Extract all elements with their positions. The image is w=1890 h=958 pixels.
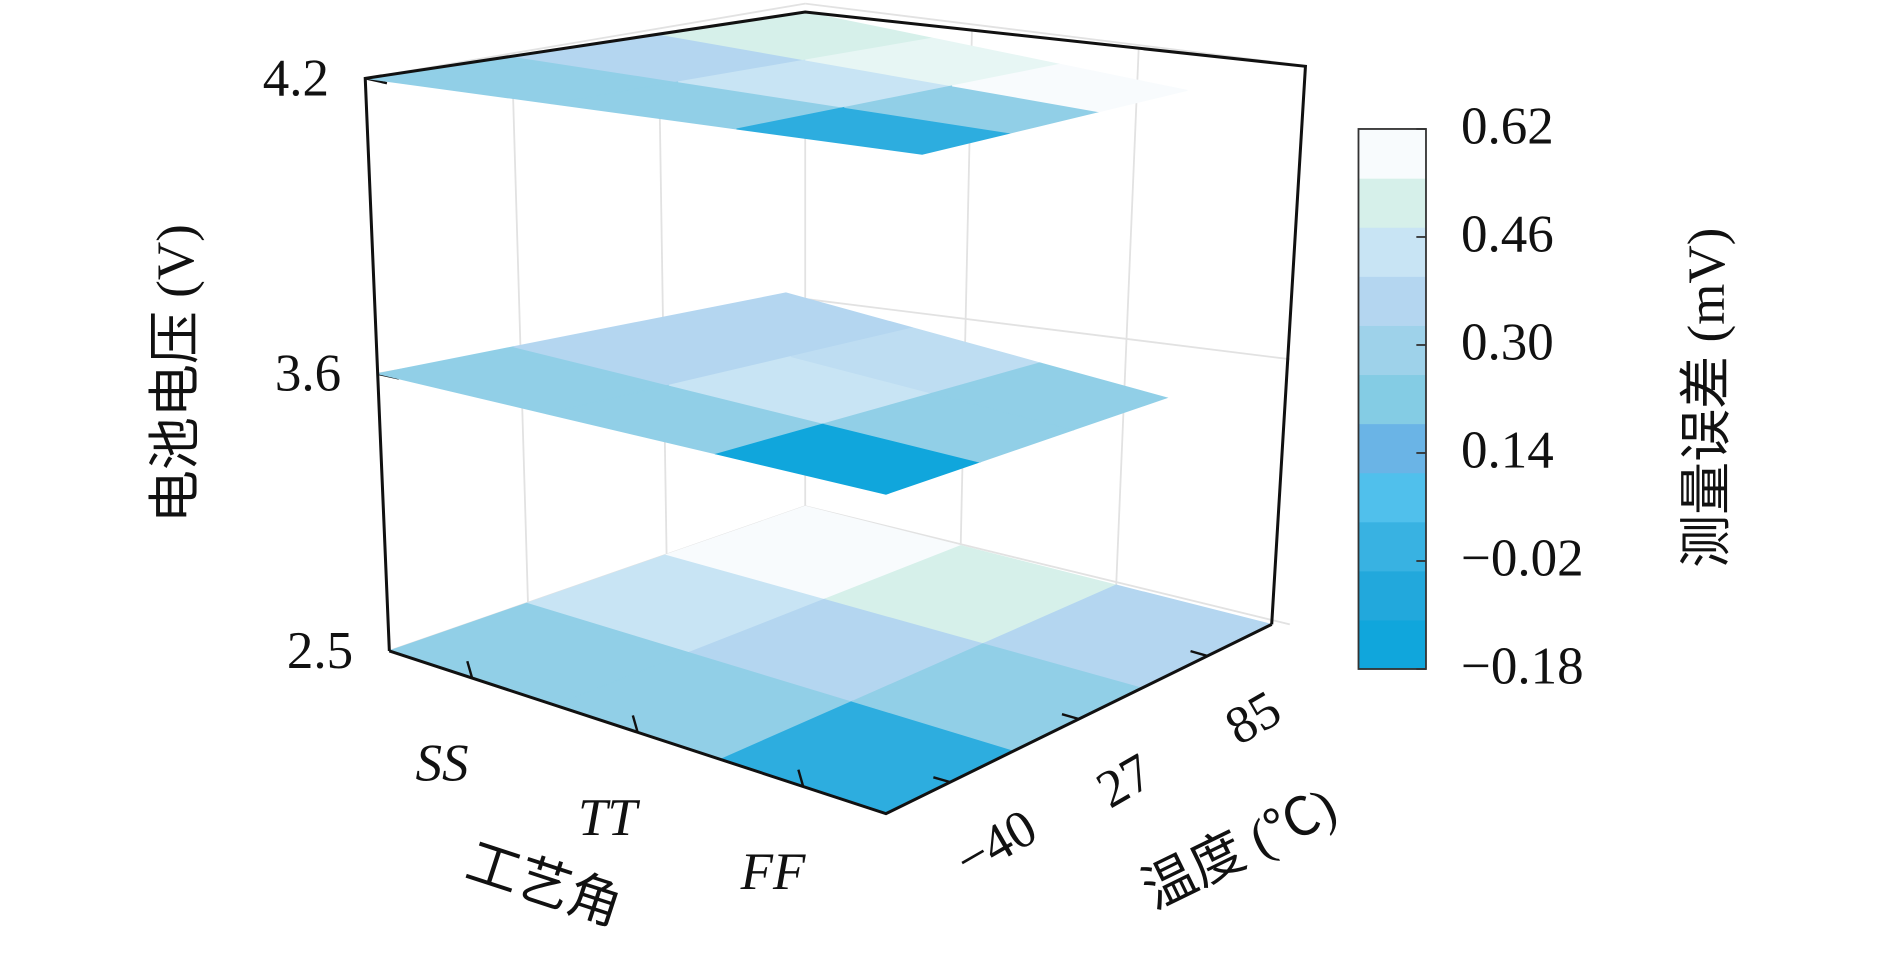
colorbar-band (1358, 619, 1426, 670)
slice-cell (952, 63, 1188, 113)
colorbar-band (1358, 128, 1426, 179)
z-tick-label: 2.5 (287, 622, 353, 680)
axis-frame (388, 623, 1273, 816)
slice-cell (930, 362, 1169, 431)
colorbar-frame (1357, 128, 1427, 670)
x-tick (797, 769, 805, 787)
y-tick-label: 85 (1216, 680, 1291, 757)
colorbar-label: 测量误差 (mV) (1678, 228, 1736, 568)
axis-frame (363, 10, 1308, 651)
grid-line (804, 505, 1290, 626)
y-axis-label: 温度 (℃) (1133, 778, 1345, 921)
colorbar-band (1358, 570, 1426, 621)
plot-root: 电池电压 (V) 工艺角 温度 (℃) 测量误差 (mV) 2.5 3.6 4.2 S… (147, 2, 1736, 937)
colorbar-band (1358, 374, 1426, 425)
x-tick (466, 660, 474, 679)
grid-line (1115, 48, 1140, 586)
colorbar-band (1358, 276, 1426, 326)
x-tick-label: SS (415, 735, 468, 793)
y-tick (1061, 713, 1080, 721)
x-tick (631, 715, 639, 733)
z-tick-label: 3.6 (275, 345, 341, 403)
x-tick-label: FF (740, 843, 806, 901)
colorbar-tick-label: −0.02 (1461, 530, 1584, 588)
x-tick-label: TT (578, 789, 640, 847)
colorbar-tick-label: 0.46 (1461, 206, 1554, 264)
colorbar-band (1358, 521, 1426, 572)
y-tick-label: −40 (946, 798, 1047, 890)
x-axis-label: 工艺角 (459, 833, 628, 937)
y-tick (1190, 649, 1208, 658)
colorbar-band (1358, 227, 1426, 277)
colorbar-tick-label: 0.62 (1461, 98, 1554, 156)
grid-line (805, 2, 1290, 65)
colorbar-band (1358, 325, 1426, 376)
colorbar-tick-label: −0.18 (1461, 638, 1584, 696)
grid-line (805, 298, 1290, 361)
y-tick (933, 776, 951, 784)
grid-line (510, 56, 529, 603)
grid-line (657, 34, 668, 555)
colorbar-band (1358, 423, 1426, 474)
colorbar-tick-label: 0.14 (1461, 422, 1554, 480)
colorbar-band (1358, 178, 1426, 228)
colorbar-tick-label: 0.30 (1461, 314, 1554, 372)
z-axis-label: 电池电压 (V) (147, 224, 205, 523)
y-tick-label: 27 (1087, 743, 1162, 820)
z-tick-label: 4.2 (263, 49, 329, 107)
colorbar-band (1358, 472, 1426, 523)
